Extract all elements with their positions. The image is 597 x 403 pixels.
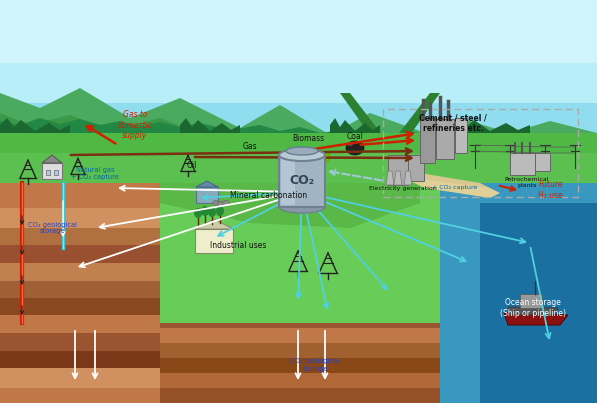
FancyBboxPatch shape xyxy=(196,187,218,203)
Polygon shape xyxy=(160,183,520,323)
Polygon shape xyxy=(0,118,597,151)
Ellipse shape xyxy=(302,149,318,161)
Polygon shape xyxy=(330,118,380,141)
Ellipse shape xyxy=(213,201,220,206)
Polygon shape xyxy=(0,358,597,373)
Polygon shape xyxy=(0,368,160,388)
Text: Oil: Oil xyxy=(187,161,197,170)
Ellipse shape xyxy=(194,208,202,218)
Polygon shape xyxy=(0,298,160,315)
Text: Ocean storage
(Ship or pipeline): Ocean storage (Ship or pipeline) xyxy=(500,298,566,318)
Polygon shape xyxy=(0,153,597,183)
FancyBboxPatch shape xyxy=(46,170,50,175)
Polygon shape xyxy=(440,183,597,403)
Text: Coal: Coal xyxy=(347,132,364,141)
Polygon shape xyxy=(410,178,500,198)
Polygon shape xyxy=(0,245,160,263)
Text: Biomass: Biomass xyxy=(292,134,324,143)
Polygon shape xyxy=(340,93,440,163)
Polygon shape xyxy=(0,388,597,403)
Text: Cement / steel /
refineries etc.: Cement / steel / refineries etc. xyxy=(419,113,487,133)
Polygon shape xyxy=(504,313,568,325)
Polygon shape xyxy=(160,183,420,228)
Polygon shape xyxy=(196,181,218,187)
Polygon shape xyxy=(0,315,160,333)
Ellipse shape xyxy=(346,141,364,155)
Text: CO₂ geological
storage: CO₂ geological storage xyxy=(291,359,340,372)
Polygon shape xyxy=(0,208,160,228)
Polygon shape xyxy=(385,153,395,171)
Polygon shape xyxy=(386,171,394,185)
Ellipse shape xyxy=(290,151,306,163)
FancyBboxPatch shape xyxy=(455,118,467,153)
Polygon shape xyxy=(0,113,597,163)
Ellipse shape xyxy=(223,201,229,206)
Text: Industrial uses: Industrial uses xyxy=(210,241,266,250)
Text: Future
H₂ use: Future H₂ use xyxy=(538,180,563,200)
Polygon shape xyxy=(0,333,160,351)
FancyBboxPatch shape xyxy=(520,294,542,308)
FancyBboxPatch shape xyxy=(42,163,62,179)
Text: Gas: Gas xyxy=(243,142,257,151)
Polygon shape xyxy=(0,263,160,281)
Polygon shape xyxy=(0,228,160,245)
Polygon shape xyxy=(0,183,160,403)
FancyBboxPatch shape xyxy=(279,155,325,207)
Polygon shape xyxy=(0,133,597,155)
Polygon shape xyxy=(0,88,597,153)
Polygon shape xyxy=(180,118,240,141)
Polygon shape xyxy=(0,323,597,403)
Ellipse shape xyxy=(286,147,318,155)
Ellipse shape xyxy=(347,142,353,146)
FancyBboxPatch shape xyxy=(195,229,233,253)
Ellipse shape xyxy=(201,206,209,216)
Text: Electricity generation: Electricity generation xyxy=(369,186,437,191)
Polygon shape xyxy=(195,219,233,229)
Polygon shape xyxy=(415,173,490,193)
FancyBboxPatch shape xyxy=(436,119,454,159)
Polygon shape xyxy=(0,343,597,358)
Polygon shape xyxy=(0,328,597,343)
FancyBboxPatch shape xyxy=(281,157,295,205)
Ellipse shape xyxy=(217,202,224,206)
Polygon shape xyxy=(0,118,70,141)
Text: CO₂ geological
storage: CO₂ geological storage xyxy=(27,222,76,235)
Text: CO₂: CO₂ xyxy=(290,174,315,187)
Polygon shape xyxy=(480,203,597,403)
Polygon shape xyxy=(450,118,530,141)
FancyBboxPatch shape xyxy=(420,118,435,163)
Text: Petrochemical
plants: Petrochemical plants xyxy=(504,177,549,188)
Text: Natural gas
+ CO₂ capture: Natural gas + CO₂ capture xyxy=(71,167,119,180)
Polygon shape xyxy=(0,373,597,388)
Polygon shape xyxy=(404,171,412,185)
Text: Mineral carbonation: Mineral carbonation xyxy=(230,191,307,199)
Ellipse shape xyxy=(279,201,325,213)
FancyBboxPatch shape xyxy=(408,155,424,181)
Polygon shape xyxy=(383,151,397,170)
Polygon shape xyxy=(508,307,558,315)
Polygon shape xyxy=(42,155,62,163)
FancyBboxPatch shape xyxy=(388,155,408,185)
Polygon shape xyxy=(0,0,597,103)
Text: Gas to
domestic
supply: Gas to domestic supply xyxy=(118,110,152,140)
FancyBboxPatch shape xyxy=(535,153,550,171)
Ellipse shape xyxy=(216,206,224,216)
Ellipse shape xyxy=(314,151,330,163)
Polygon shape xyxy=(0,281,160,298)
Text: + CO₂ capture: + CO₂ capture xyxy=(432,185,478,190)
FancyBboxPatch shape xyxy=(54,170,58,175)
Polygon shape xyxy=(0,0,597,63)
Ellipse shape xyxy=(208,207,216,217)
FancyBboxPatch shape xyxy=(510,153,535,175)
Polygon shape xyxy=(394,171,402,185)
Ellipse shape xyxy=(279,149,325,161)
Polygon shape xyxy=(0,351,160,368)
